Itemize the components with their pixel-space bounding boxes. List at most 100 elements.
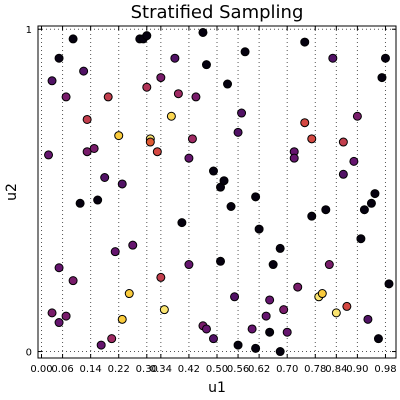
x-tick-label: 0.34 (150, 364, 172, 375)
scatter-point (184, 153, 194, 163)
scatter-point (79, 66, 89, 76)
scatter-point (384, 279, 394, 289)
scatter-point (145, 137, 155, 147)
scatter-point (230, 292, 240, 302)
scatter-point (159, 305, 169, 315)
scatter-point (331, 308, 341, 318)
scatter-point (82, 114, 92, 124)
scatter-point (380, 53, 390, 63)
scatter-point (265, 327, 275, 337)
scatter-point (338, 137, 348, 147)
plot-frame (37, 25, 397, 359)
x-tick-label: 0.78 (304, 364, 326, 375)
scatter-point (275, 347, 285, 357)
scatter-point (237, 108, 247, 118)
scatter-point (208, 334, 218, 344)
x-tick-label: 0.42 (178, 364, 200, 375)
x-tick-label: 0.30 (136, 364, 158, 375)
scatter-point (265, 295, 275, 305)
scatter-point (114, 131, 124, 141)
scatter-point (184, 260, 194, 270)
scatter-point (177, 218, 187, 228)
scatter-point (279, 305, 289, 315)
scatter-point (107, 334, 117, 344)
scatter-point (233, 340, 243, 350)
scatter-point (54, 263, 64, 273)
scatter-point (293, 282, 303, 292)
scatter-point (275, 243, 285, 253)
x-tick-label: 0.98 (374, 364, 396, 375)
chart-title: Stratified Sampling (131, 2, 304, 23)
scatter-point (170, 53, 180, 63)
scatter-point (61, 311, 71, 321)
x-axis-label: u1 (208, 380, 226, 396)
scatter-point (44, 150, 54, 160)
scatter-point (307, 211, 317, 221)
scatter-point (363, 314, 373, 324)
scatter-point (208, 166, 218, 176)
scatter-point (366, 198, 376, 208)
scatter-point (216, 256, 226, 266)
x-tick-label: 0.00 (30, 364, 52, 375)
x-tick-label: 0.62 (248, 364, 270, 375)
scatter-point (142, 82, 152, 92)
scatter-point (198, 27, 208, 37)
scatter-point (282, 327, 292, 337)
scatter-point (247, 324, 257, 334)
scatter-point (47, 308, 57, 318)
scatter-point (117, 314, 127, 324)
scatter-point (359, 205, 369, 215)
scatter-point (324, 260, 334, 270)
grid-layer (38, 26, 396, 358)
scatter-point (156, 73, 166, 83)
scatter-point (338, 169, 348, 179)
scatter-point (254, 224, 264, 234)
scatter-point (96, 340, 106, 350)
scatter-point (47, 76, 57, 86)
scatter-point (268, 260, 278, 270)
scatter-point (370, 189, 380, 199)
scatter-point (54, 318, 64, 328)
x-tick-label: 0.84 (325, 364, 347, 375)
x-tick-label: 0.70 (276, 364, 298, 375)
scatter-point (128, 240, 138, 250)
scatter-point (219, 176, 229, 186)
scatter-point (100, 172, 110, 182)
scatter-point (377, 73, 387, 83)
scatter-point (61, 92, 71, 102)
scatter-point (89, 143, 99, 153)
scatter-point (251, 192, 261, 202)
scatter-point (124, 289, 134, 299)
scatter-point (156, 272, 166, 282)
x-tick-label: 0.50 (206, 364, 228, 375)
x-tick-label: 0.06 (51, 364, 73, 375)
scatter-point (240, 47, 250, 57)
scatter-point (321, 205, 331, 215)
scatter-point (54, 53, 64, 63)
x-tick-label: 0.56 (227, 364, 249, 375)
y-axis-label: u2 (4, 183, 20, 201)
scatter-point (117, 179, 127, 189)
scatter-point (187, 134, 197, 144)
scatter-point (373, 334, 383, 344)
y-tick-label: 1 (26, 25, 32, 36)
scatter-point (356, 234, 366, 244)
scatter-point (261, 311, 271, 321)
scatter-point (223, 79, 233, 89)
scatter-point (110, 247, 120, 257)
x-tick-label: 0.14 (80, 364, 102, 375)
scatter-point (173, 89, 183, 99)
y-tick-label: 0 (26, 348, 32, 359)
scatter-point (191, 92, 201, 102)
scatter-point (152, 147, 162, 157)
scatter-point (166, 111, 176, 121)
scatter-point (142, 31, 152, 41)
scatter-point (300, 118, 310, 128)
scatter-point (300, 37, 310, 47)
scatter-point (226, 202, 236, 212)
scatter-point (93, 195, 103, 205)
scatter-point (317, 289, 327, 299)
scatter-point (68, 34, 78, 44)
scatter-point (328, 53, 338, 63)
